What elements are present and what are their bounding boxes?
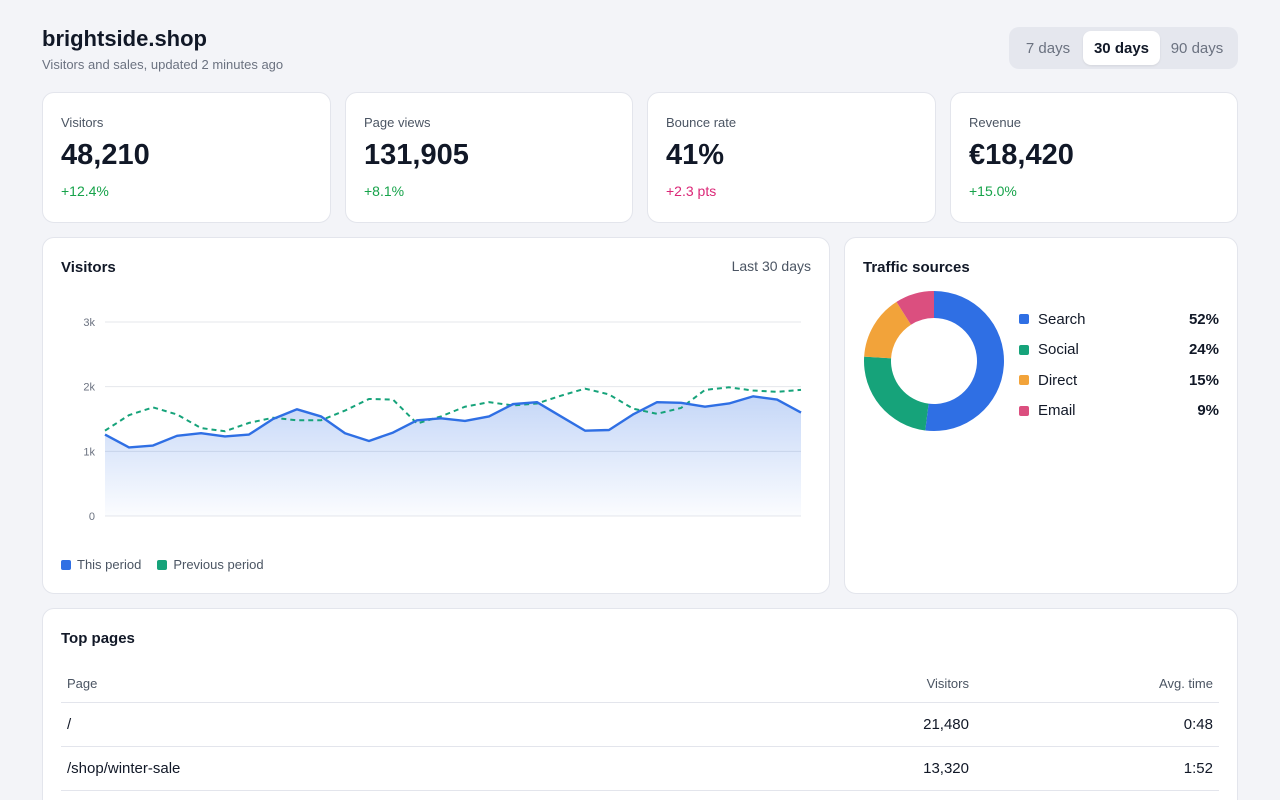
y-tick-label: 3k bbox=[83, 317, 95, 329]
donut-slice-search[interactable] bbox=[925, 291, 1004, 431]
kpi-card-page-views: Page views 131,905 +8.1% bbox=[345, 92, 633, 223]
page-subtitle: Visitors and sales, updated 2 minutes ag… bbox=[42, 57, 284, 72]
kpi-delta: +15.0% bbox=[969, 183, 1017, 199]
donut-slice-direct[interactable] bbox=[864, 301, 911, 359]
visitors-chart-card: Visitors Last 30 days 0 1k 2k 3k This perio… bbox=[42, 237, 830, 594]
legend-swatch bbox=[1019, 405, 1029, 416]
table-row[interactable]: / 21,480 0:48 bbox=[61, 702, 1219, 747]
table-row[interactable]: /shop/winter-sale 13,320 1:52 bbox=[61, 746, 1219, 791]
source-percent: 9% bbox=[1197, 402, 1219, 420]
top-pages-table: Page Visitors Avg. time / 21,480 0:48 /s… bbox=[61, 665, 1219, 791]
visitors-chart-legend: This period Previous period bbox=[61, 557, 264, 572]
kpi-card-bounce-rate: Bounce rate 41% +2.3 pts bbox=[647, 92, 936, 223]
legend-item-this-period: This period bbox=[61, 557, 141, 572]
top-pages-card: Top pages Page Visitors Avg. time / 21,4… bbox=[42, 608, 1238, 800]
kpi-label: Page views bbox=[364, 115, 431, 130]
source-row-direct: Direct 15% bbox=[1019, 365, 1219, 396]
source-percent: 52% bbox=[1188, 310, 1219, 328]
y-tick-label: 0 bbox=[89, 511, 95, 523]
date-range-selector: 7 days 30 days 90 days bbox=[1009, 27, 1238, 69]
legend-swatch bbox=[1019, 314, 1029, 325]
page-title: brightside.shop bbox=[42, 26, 207, 51]
source-name: Email bbox=[1038, 402, 1076, 420]
legend-swatch bbox=[1019, 344, 1029, 355]
visitors-chart-range: Last 30 days bbox=[731, 258, 811, 274]
kpi-label: Bounce rate bbox=[666, 115, 737, 130]
legend-label: Previous period bbox=[173, 557, 264, 572]
top-pages-title: Top pages bbox=[61, 630, 135, 647]
column-header-page[interactable]: Page bbox=[61, 665, 775, 703]
legend-swatch bbox=[157, 559, 168, 570]
legend-swatch bbox=[1019, 375, 1029, 386]
page-visitors: 21,480 bbox=[775, 702, 975, 747]
visitors-chart-title: Visitors bbox=[61, 259, 116, 276]
series-line-this-period bbox=[104, 395, 802, 449]
source-name: Search bbox=[1038, 310, 1086, 328]
kpi-label: Revenue bbox=[969, 115, 1022, 130]
column-header-avg-time[interactable]: Avg. time bbox=[975, 665, 1219, 703]
source-name: Social bbox=[1038, 341, 1079, 359]
page-path[interactable]: / bbox=[61, 702, 775, 747]
traffic-sources-title: Traffic sources bbox=[863, 259, 970, 276]
source-row-email: Email 9% bbox=[1019, 396, 1219, 427]
kpi-delta: +2.3 pts bbox=[666, 183, 717, 199]
traffic-sources-donut bbox=[864, 291, 1004, 431]
kpi-value: 131,905 bbox=[364, 139, 469, 171]
source-percent: 15% bbox=[1188, 371, 1219, 389]
kpi-card-revenue: Revenue €18,420 +15.0% bbox=[950, 92, 1238, 223]
traffic-sources-card: Traffic sources Search 52% Social 24% Di… bbox=[844, 237, 1238, 594]
legend-label: This period bbox=[77, 557, 142, 572]
kpi-value: 41% bbox=[666, 139, 725, 171]
page-visitors: 13,320 bbox=[775, 746, 975, 791]
page-avg-time: 0:48 bbox=[975, 702, 1219, 747]
page-path[interactable]: /shop/winter-sale bbox=[61, 746, 775, 791]
range-90-days-button[interactable]: 90 days bbox=[1170, 39, 1224, 57]
y-tick-label: 2k bbox=[83, 382, 95, 394]
series-line-previous-period bbox=[104, 386, 802, 433]
y-tick-label: 1k bbox=[83, 446, 95, 458]
column-header-visitors[interactable]: Visitors bbox=[775, 665, 975, 703]
source-name: Direct bbox=[1038, 371, 1078, 389]
range-7-days-button[interactable]: 7 days bbox=[1025, 39, 1071, 57]
donut-slice-social[interactable] bbox=[864, 356, 929, 431]
kpi-label: Visitors bbox=[61, 115, 104, 130]
kpi-value: €18,420 bbox=[969, 139, 1074, 171]
range-30-days-button[interactable]: 30 days bbox=[1083, 31, 1160, 65]
source-percent: 24% bbox=[1188, 341, 1219, 359]
page-avg-time: 1:52 bbox=[975, 746, 1219, 791]
source-row-search: Search 52% bbox=[1019, 304, 1219, 335]
legend-item-previous-period: Previous period bbox=[157, 557, 264, 572]
kpi-value: 48,210 bbox=[61, 139, 150, 171]
kpi-card-visitors: Visitors 48,210 +12.4% bbox=[42, 92, 331, 223]
legend-swatch bbox=[61, 559, 71, 570]
kpi-delta: +8.1% bbox=[364, 183, 405, 199]
donut-slice-email[interactable] bbox=[896, 291, 934, 325]
source-row-social: Social 24% bbox=[1019, 335, 1219, 366]
table-header-row: Page Visitors Avg. time bbox=[61, 665, 1219, 703]
traffic-sources-legend: Search 52% Social 24% Direct 15% Email 9… bbox=[1019, 304, 1219, 426]
visitors-line-chart: 0 1k 2k 3k bbox=[83, 317, 802, 523]
kpi-delta: +12.4% bbox=[61, 183, 109, 199]
series-area-this-period bbox=[105, 396, 801, 516]
